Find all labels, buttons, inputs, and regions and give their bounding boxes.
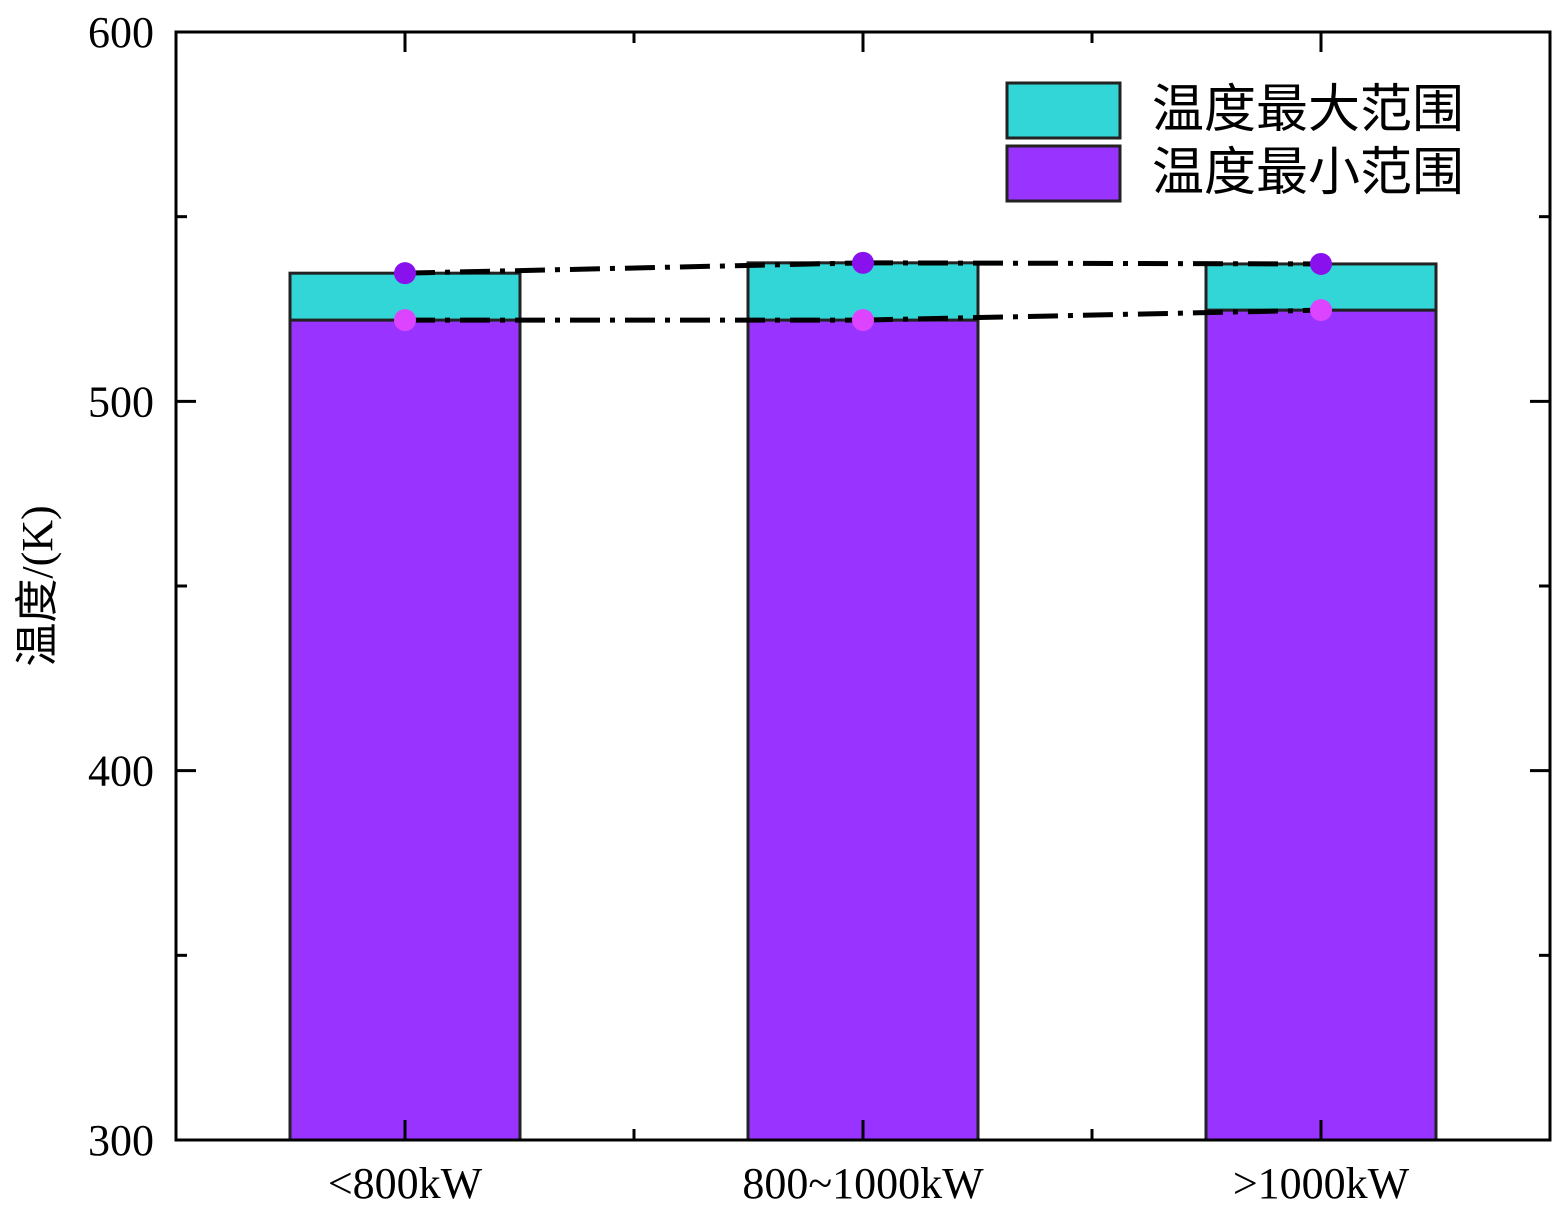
x-tick-label: >1000kW bbox=[1233, 1159, 1410, 1208]
marker-dot bbox=[394, 309, 416, 332]
marker-dot bbox=[1310, 252, 1332, 275]
legend-label: 温度最小范围 bbox=[1152, 145, 1464, 202]
y-tick-label: 400 bbox=[88, 747, 154, 796]
trend-line bbox=[862, 307, 1322, 323]
y-tick-label: 600 bbox=[88, 8, 154, 57]
plot-frame bbox=[174, 30, 1552, 1142]
legend-label: 温度最大范围 bbox=[1152, 82, 1464, 139]
marker-dot bbox=[852, 251, 874, 274]
y-tick-label: 300 bbox=[88, 1116, 154, 1165]
bar-segment bbox=[288, 318, 522, 1142]
y-tick-label: 500 bbox=[88, 377, 154, 426]
legend-swatch bbox=[1005, 81, 1122, 140]
x-tick-label: 800~1000kW bbox=[742, 1159, 984, 1208]
legend-swatch bbox=[1005, 144, 1122, 203]
marker-dot bbox=[852, 309, 874, 332]
bar-segment bbox=[1204, 308, 1438, 1142]
y-axis-label: 温度/(K) bbox=[13, 505, 62, 666]
x-tick-label: <800kW bbox=[328, 1159, 483, 1208]
marker-dot bbox=[394, 262, 416, 285]
trend-line bbox=[862, 260, 1322, 267]
trend-line bbox=[404, 260, 864, 276]
bar-segment bbox=[746, 318, 980, 1142]
marker-dot bbox=[1310, 299, 1332, 322]
